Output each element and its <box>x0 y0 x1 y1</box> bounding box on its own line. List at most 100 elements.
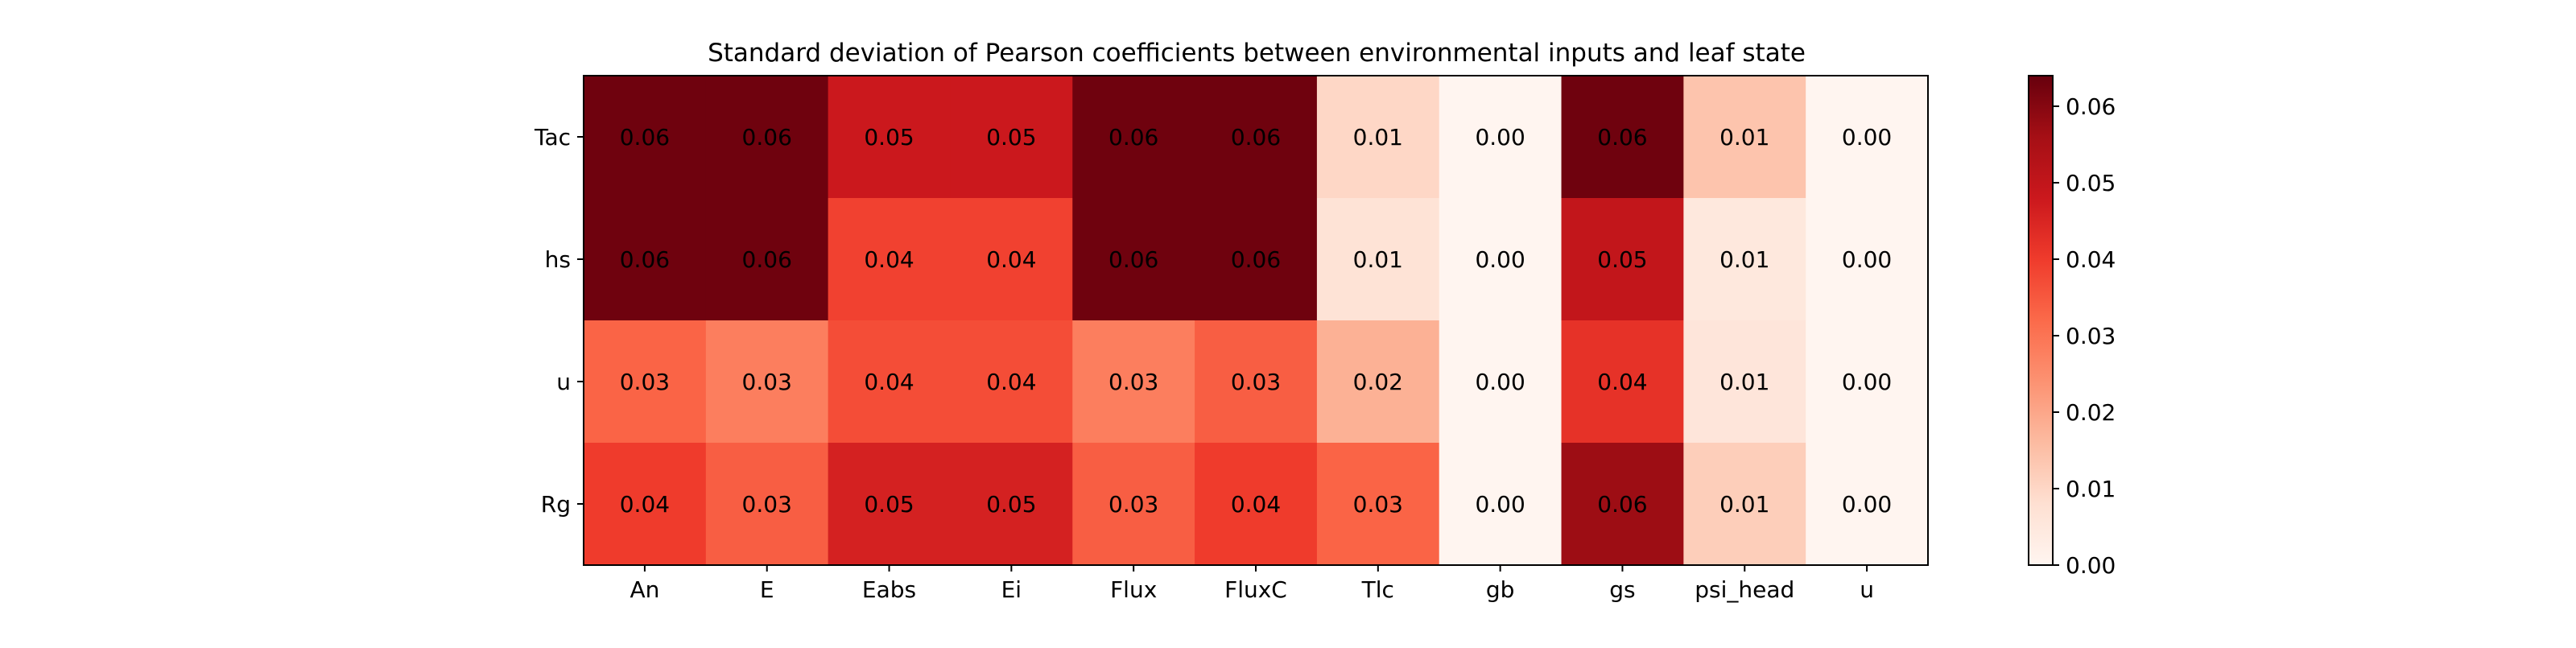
x-tick-label: Flux <box>1110 576 1157 603</box>
y-axis: Tac hs u Rg <box>534 124 584 518</box>
heatmap-cell <box>1561 443 1684 566</box>
colorbar <box>2028 75 2054 566</box>
cell-value-label: 0.00 <box>1842 124 1892 151</box>
y-tick-label: Rg <box>541 491 571 518</box>
y-tick-label: u <box>556 369 571 395</box>
heatmap-cell <box>1072 443 1195 566</box>
y-tick-label: hs <box>545 246 571 273</box>
x-tick-label: u <box>1860 576 1874 603</box>
heatmap-cell <box>1195 198 1318 321</box>
cell-value-label: 0.06 <box>1108 124 1158 151</box>
colorbar-tick-label: 0.01 <box>2066 476 2116 502</box>
heatmap-cell <box>1195 443 1318 566</box>
cell-value-label: 0.06 <box>620 246 670 273</box>
heatmap-cell <box>1439 443 1563 566</box>
heatmap-cell <box>1072 320 1195 444</box>
cell-value-label: 0.01 <box>1719 491 1769 518</box>
cell-value-label: 0.06 <box>1597 491 1647 518</box>
cell-value-label: 0.06 <box>1231 124 1281 151</box>
cell-value-label: 0.04 <box>1231 491 1281 518</box>
cell-value-label: 0.06 <box>742 246 792 273</box>
cell-value-label: 0.00 <box>1842 491 1892 518</box>
x-tick-label: gs <box>1609 576 1635 603</box>
heatmap-cell <box>828 320 951 444</box>
cell-value-label: 0.04 <box>620 491 670 518</box>
x-tick-label: Tlc <box>1361 576 1394 603</box>
cell-value-label: 0.01 <box>1719 246 1769 273</box>
cell-value-label: 0.00 <box>1475 246 1525 273</box>
heatmap-cell <box>1561 320 1684 444</box>
colorbar-tick-label: 0.03 <box>2066 323 2116 349</box>
colorbar-tick-label: 0.02 <box>2066 399 2116 426</box>
heatmap-cell <box>1561 76 1684 199</box>
cell-value-label: 0.03 <box>1231 369 1281 395</box>
cell-value-label: 0.06 <box>742 124 792 151</box>
heatmap-cell <box>1561 198 1684 321</box>
x-tick-label: Eabs <box>862 576 916 603</box>
cell-value-label: 0.03 <box>620 369 670 395</box>
cell-value-label: 0.01 <box>1719 369 1769 395</box>
chart-title: Standard deviation of Pearson coefficien… <box>708 39 1806 68</box>
cell-value-label: 0.00 <box>1842 369 1892 395</box>
heatmap-cell <box>1439 76 1563 199</box>
cell-value-label: 0.04 <box>986 246 1036 273</box>
cell-value-label: 0.00 <box>1842 246 1892 273</box>
cell-value-label: 0.04 <box>1597 369 1647 395</box>
x-tick-label: psi_head <box>1695 576 1794 603</box>
colorbar-tick-label: 0.06 <box>2066 93 2116 120</box>
heatmap-cell <box>1439 320 1563 444</box>
heatmap-cell <box>1195 320 1318 444</box>
cell-value-label: 0.01 <box>1719 124 1769 151</box>
heatmap-cell <box>950 76 1073 199</box>
cell-value-label: 0.06 <box>1108 246 1158 273</box>
heatmap-cell <box>828 76 951 199</box>
cell-value-label: 0.00 <box>1475 369 1525 395</box>
cell-value-label: 0.05 <box>1597 246 1647 273</box>
heatmap-cell <box>1316 198 1440 321</box>
heatmap-cell <box>1683 320 1806 444</box>
heatmap-cell <box>705 76 829 199</box>
cell-value-label: 0.00 <box>1475 124 1525 151</box>
cell-value-label: 0.04 <box>986 369 1036 395</box>
heatmap-cell <box>1439 198 1563 321</box>
heatmap-cell <box>950 320 1073 444</box>
cell-value-label: 0.03 <box>1108 369 1158 395</box>
cell-value-label: 0.06 <box>1597 124 1647 151</box>
heatmap-cells <box>584 76 1929 566</box>
colorbar-tick-label: 0.05 <box>2066 170 2116 196</box>
cell-value-label: 0.04 <box>864 246 914 273</box>
heatmap-cell <box>1316 320 1440 444</box>
heatmap-cell <box>828 443 951 566</box>
x-axis: An E Eabs Ei Flux FluxC Tlc gb gs psi_head u <box>630 565 1874 603</box>
heatmap-cell <box>1683 198 1806 321</box>
heatmap-cell <box>584 76 707 199</box>
cell-value-label: 0.01 <box>1353 124 1403 151</box>
colorbar-tick-label: 0.00 <box>2066 552 2116 579</box>
heatmap-cell <box>584 198 707 321</box>
heatmap-cell <box>705 443 829 566</box>
x-tick-label: E <box>760 576 774 603</box>
heatmap-cell <box>1806 320 1929 444</box>
cell-value-label: 0.05 <box>864 124 914 151</box>
heatmap-cell <box>584 443 707 566</box>
heatmap-cell <box>1683 76 1806 199</box>
cell-value-label: 0.04 <box>864 369 914 395</box>
heatmap-cell <box>1806 443 1929 566</box>
heatmap-cell <box>1072 76 1195 199</box>
y-tick-label: Tac <box>534 124 571 151</box>
cell-value-label: 0.03 <box>1353 491 1403 518</box>
cell-value-label: 0.03 <box>742 369 792 395</box>
heatmap-cell <box>1316 76 1440 199</box>
cell-value-label: 0.06 <box>620 124 670 151</box>
heatmap-cell-labels: 0.06 0.06 0.05 0.05 0.06 0.06 0.01 0.00 0.06 0.01… <box>620 124 1893 518</box>
cell-value-label: 0.03 <box>1108 491 1158 518</box>
colorbar-tick-label: 0.04 <box>2066 246 2116 273</box>
heatmap-cell <box>1683 443 1806 566</box>
heatmap-cell <box>705 320 829 444</box>
heatmap-cell <box>1316 443 1440 566</box>
heatmap-cell <box>828 198 951 321</box>
colorbar-ticks: 0.00 0.01 0.02 0.03 0.04 0.05 0.06 <box>2053 93 2116 579</box>
cell-value-label: 0.06 <box>1231 246 1281 273</box>
cell-value-label: 0.05 <box>864 491 914 518</box>
